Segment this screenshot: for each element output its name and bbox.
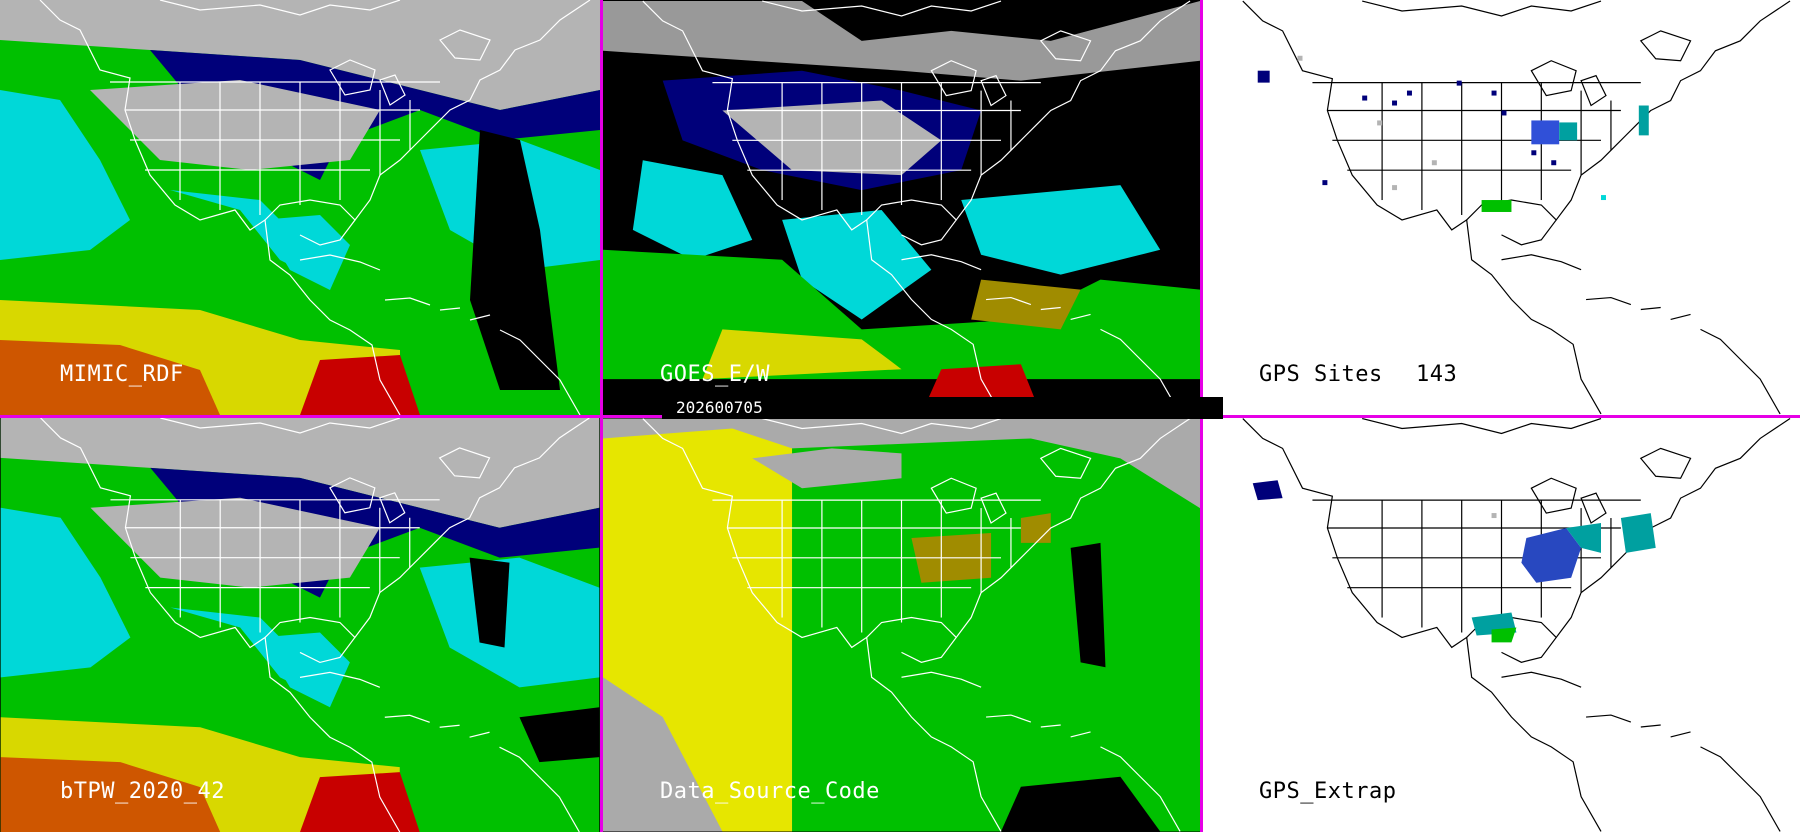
panel-mimic-rdf: MIMIC_RDF: [0, 0, 600, 415]
panel-label: GPS_Extrap: [1259, 779, 1397, 804]
mimic-moisture-field: [0, 0, 600, 415]
panel-gps-extrap: GPS_Extrap: [1203, 418, 1800, 832]
gps-site-markers: [1257, 55, 1649, 212]
gps-extrap-map: [1203, 418, 1800, 832]
data-source-field: [603, 418, 1200, 832]
panel-label: MIMIC_RDF: [60, 362, 184, 387]
panel-label: Data_Source_Code: [660, 779, 880, 804]
panel-btpw: bTPW_2020_42: [0, 418, 600, 832]
panel-gps-sites: GPS Sites 143: [1203, 0, 1800, 415]
gps-site-count: 143: [1416, 362, 1458, 387]
panel-label: GPS Sites: [1259, 362, 1383, 387]
panel-data-source: Data_Source_Code: [603, 418, 1200, 832]
panel-label: GOES_E/W: [660, 362, 770, 387]
panel-label: bTPW_2020_42: [60, 779, 225, 804]
btpw-moisture-field: [0, 418, 600, 832]
panel-goes: GOES_E/W: [603, 0, 1200, 415]
goes-moisture-field: [603, 0, 1200, 415]
gps-sites-map: [1203, 0, 1800, 415]
date-stamp: 202600705: [662, 397, 1223, 419]
